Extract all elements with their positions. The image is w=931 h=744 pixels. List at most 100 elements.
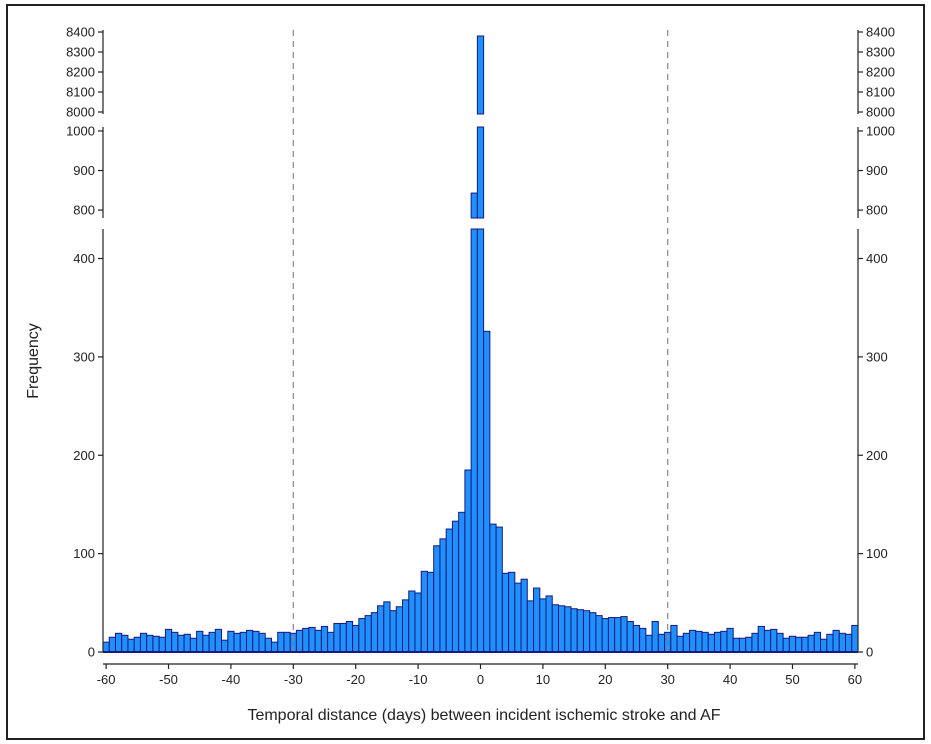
- bar: [214, 628, 223, 653]
- y-tick-label: 100: [866, 546, 888, 561]
- bar: [801, 636, 809, 653]
- y-tick-label: 8200: [66, 65, 95, 80]
- bar: [408, 590, 416, 653]
- bar: [426, 571, 435, 653]
- bar: [795, 636, 803, 653]
- bar: [576, 609, 584, 653]
- bar: [458, 511, 466, 653]
- x-tick-label: 50: [785, 672, 799, 687]
- y-tick-label: 200: [866, 448, 888, 463]
- bar: [227, 630, 235, 653]
- bar: [788, 635, 797, 653]
- bar: [221, 639, 229, 653]
- bar: [607, 617, 616, 653]
- bar: [632, 624, 641, 653]
- y-tick-label: 800: [866, 203, 888, 218]
- bar: [476, 228, 485, 653]
- y-tick-label: 900: [73, 163, 95, 178]
- bar: [246, 629, 254, 653]
- bar: [514, 582, 522, 653]
- bar: [826, 633, 834, 653]
- bar: [820, 638, 828, 653]
- bar: [239, 631, 248, 653]
- y-tick-label: 8100: [66, 85, 95, 100]
- bar: [370, 612, 379, 653]
- bar: [420, 570, 428, 653]
- bar: [208, 631, 216, 653]
- bar: [164, 628, 173, 653]
- bar: [196, 630, 204, 653]
- bar: [526, 600, 535, 653]
- y-tick-label: 8400: [66, 25, 95, 40]
- y-tick-label: 300: [73, 349, 95, 364]
- bar: [601, 618, 609, 653]
- histogram-chart: 0100200300400800900100080008100820083008…: [25, 25, 895, 725]
- x-tick-label: 10: [536, 672, 550, 687]
- x-tick-label: -60: [97, 672, 116, 687]
- bar: [707, 633, 715, 653]
- bar: [657, 633, 666, 653]
- bar: [763, 629, 772, 653]
- bar: [589, 612, 597, 653]
- x-tick-label: -10: [409, 672, 428, 687]
- bar: [807, 634, 815, 653]
- bar: [158, 636, 166, 653]
- y-tick-label: 8300: [66, 45, 95, 60]
- bar: [264, 637, 272, 653]
- bar: [570, 608, 578, 653]
- bar: [339, 622, 347, 653]
- bar: [189, 637, 198, 653]
- bar: [345, 621, 354, 653]
- bar: [252, 630, 260, 653]
- bar: [402, 599, 410, 653]
- bar: [127, 638, 135, 653]
- bar: [483, 330, 491, 653]
- bar: [539, 598, 547, 653]
- bar: [333, 622, 341, 653]
- bar: [470, 228, 478, 653]
- bar: [751, 632, 759, 653]
- bar: [614, 617, 622, 653]
- bar: [545, 595, 553, 653]
- bar: [695, 630, 703, 653]
- bar: [713, 631, 722, 653]
- x-tick-label: 60: [848, 672, 862, 687]
- bar: [439, 538, 447, 653]
- bar: [314, 629, 322, 653]
- bar: [682, 632, 691, 653]
- y-tick-label: 8000: [66, 105, 95, 120]
- bar: [757, 625, 765, 653]
- bar: [395, 606, 404, 653]
- x-tick-label: -20: [346, 672, 365, 687]
- bar: [745, 636, 753, 653]
- bar: [558, 605, 566, 653]
- bar: [470, 192, 478, 219]
- bar: [183, 633, 191, 653]
- bar: [689, 629, 697, 653]
- y-tick-label: 100: [73, 546, 95, 561]
- bar: [177, 634, 185, 653]
- reference-lines: [292, 30, 669, 652]
- bar: [114, 632, 123, 653]
- bar: [414, 592, 422, 653]
- y-tick-label: 300: [866, 349, 888, 364]
- bar: [845, 633, 853, 653]
- axes-group: 0100200300400800900100080008100820083008…: [66, 25, 895, 688]
- bar: [782, 637, 790, 653]
- y-tick-label: 800: [73, 203, 95, 218]
- y-tick-label: 8400: [866, 25, 895, 40]
- x-tick-label: 40: [723, 672, 737, 687]
- bar: [295, 629, 304, 653]
- bar: [620, 616, 628, 653]
- bar: [108, 636, 116, 653]
- bar: [233, 632, 241, 653]
- bar: [308, 626, 316, 653]
- bar: [139, 632, 148, 653]
- bar: [651, 621, 659, 653]
- bar: [676, 635, 684, 653]
- bar: [389, 610, 397, 653]
- bar: [171, 631, 179, 653]
- bar: [645, 634, 653, 653]
- chart-frame: 0 100 200 300 400 800 900 1000 8000 8100 8200 8300 8…: [6, 4, 925, 740]
- bar: [639, 627, 647, 653]
